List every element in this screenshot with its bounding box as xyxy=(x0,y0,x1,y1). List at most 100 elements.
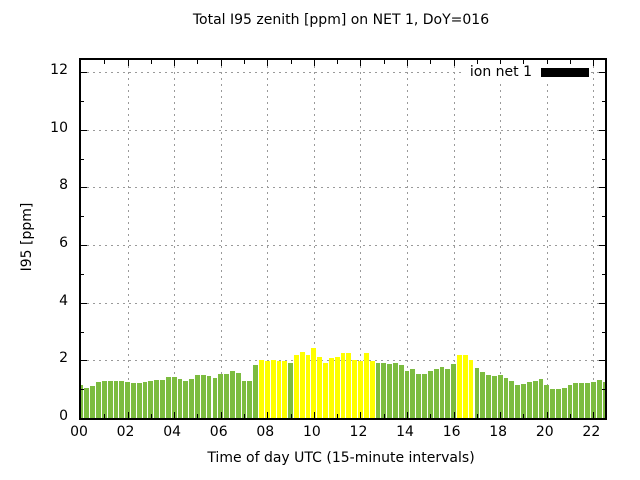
bar xyxy=(299,351,305,418)
gridline-horizontal xyxy=(81,72,605,74)
bar xyxy=(154,379,160,418)
legend-label: ion net 1 xyxy=(469,64,532,80)
tick-mark xyxy=(476,60,478,64)
bar xyxy=(305,354,311,418)
bar xyxy=(369,361,375,418)
bar xyxy=(462,354,468,418)
tick-mark xyxy=(593,60,595,66)
x-axis-label: Time of day UTC (15-minute intervals) xyxy=(207,450,475,466)
y-tick-label: 6 xyxy=(59,235,68,252)
y-tick-label: 2 xyxy=(59,350,68,367)
tick-mark xyxy=(197,414,199,418)
tick-mark xyxy=(500,60,502,66)
tick-mark xyxy=(599,302,605,304)
bar xyxy=(532,380,538,418)
bar xyxy=(224,373,229,418)
tick-mark xyxy=(220,412,222,418)
bar xyxy=(491,376,497,418)
bar xyxy=(119,380,125,418)
y-tick-label: 4 xyxy=(59,292,68,309)
bar xyxy=(81,384,84,418)
tick-mark xyxy=(81,187,87,189)
bar xyxy=(433,369,439,418)
gridline-vertical xyxy=(500,60,502,418)
bar xyxy=(136,383,142,418)
tick-mark xyxy=(244,414,246,418)
tick-mark xyxy=(104,60,106,64)
bar xyxy=(567,385,573,418)
bar xyxy=(218,374,224,418)
bar xyxy=(259,360,264,418)
x-tick-label: 14 xyxy=(396,424,414,440)
bar xyxy=(398,365,404,418)
tick-mark xyxy=(599,129,605,131)
tick-mark xyxy=(81,360,87,362)
tick-mark xyxy=(150,60,152,64)
x-tick-label: 06 xyxy=(209,424,228,440)
bar xyxy=(270,359,276,418)
bar xyxy=(229,371,235,418)
gridline-vertical xyxy=(174,60,176,418)
bar xyxy=(241,381,247,418)
tick-mark xyxy=(602,331,605,333)
bar xyxy=(486,375,491,418)
bar xyxy=(416,373,422,418)
bar xyxy=(142,381,148,418)
tick-mark xyxy=(383,60,385,64)
bar xyxy=(410,369,416,418)
bar xyxy=(160,379,165,418)
bar xyxy=(276,360,282,418)
tick-mark xyxy=(81,158,84,160)
tick-mark xyxy=(383,414,385,418)
bar xyxy=(381,362,387,418)
tick-mark xyxy=(430,60,432,64)
bar xyxy=(352,360,358,418)
tick-mark xyxy=(523,60,525,64)
tick-mark xyxy=(360,412,362,418)
gridline-vertical xyxy=(360,60,362,418)
gridline-horizontal xyxy=(81,245,605,247)
bar xyxy=(596,380,602,418)
chart-title: Total I95 zenith [ppm] on NET 1, DoY=016 xyxy=(192,12,490,28)
tick-mark xyxy=(290,414,292,418)
tick-mark xyxy=(81,389,84,391)
tick-mark xyxy=(81,302,87,304)
x-tick-label: 20 xyxy=(535,424,554,440)
tick-mark xyxy=(337,414,339,418)
x-tick-label: 00 xyxy=(70,424,88,440)
y-tick-label: 0 xyxy=(59,408,68,424)
bar xyxy=(515,385,521,418)
bar xyxy=(503,377,509,418)
bar xyxy=(183,381,189,418)
tick-mark xyxy=(430,414,432,418)
bar xyxy=(579,382,585,418)
tick-mark xyxy=(407,60,409,66)
bar xyxy=(282,361,288,418)
bar xyxy=(451,363,457,418)
bar xyxy=(84,387,90,418)
tick-mark xyxy=(570,414,572,418)
y-tick-label: 10 xyxy=(50,119,68,136)
bar xyxy=(427,371,433,418)
tick-mark xyxy=(267,412,269,418)
x-tick-label: 16 xyxy=(442,424,461,440)
bar xyxy=(538,378,544,418)
tick-mark xyxy=(313,60,315,66)
tick-mark xyxy=(174,60,176,66)
gridline-horizontal xyxy=(81,302,605,304)
tick-mark xyxy=(81,273,84,275)
bar xyxy=(200,375,206,418)
x-tick-label: 22 xyxy=(582,424,601,440)
y-tick-label: 8 xyxy=(59,177,68,194)
tick-mark xyxy=(453,412,455,418)
bar-layer xyxy=(81,60,605,418)
tick-mark xyxy=(599,360,605,362)
tick-mark xyxy=(570,60,572,64)
tick-mark xyxy=(267,60,269,66)
gridline-horizontal xyxy=(81,187,605,189)
bar xyxy=(125,381,130,418)
gridline-vertical xyxy=(453,60,455,418)
bar xyxy=(323,362,328,418)
bar xyxy=(171,376,177,418)
